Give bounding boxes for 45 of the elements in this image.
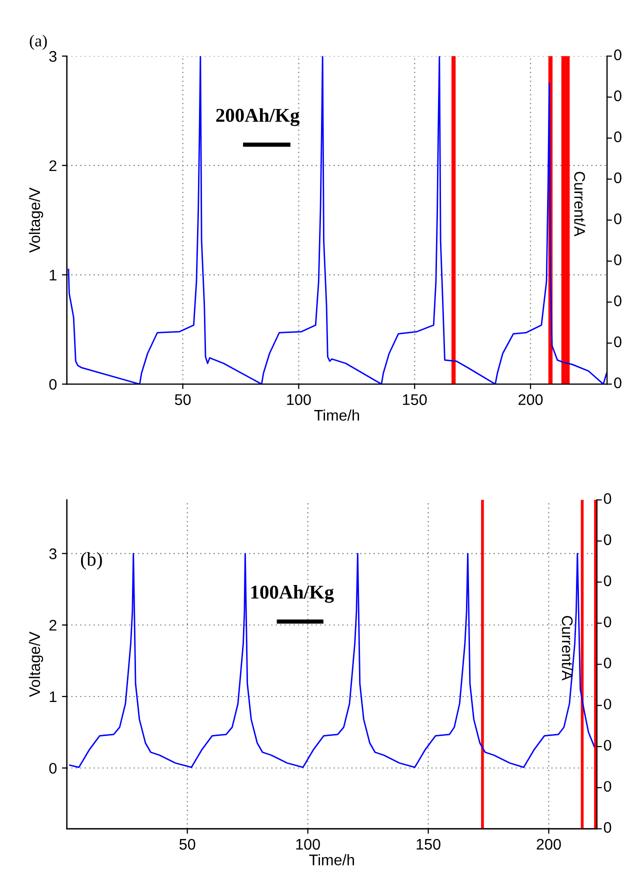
y2-axis-title: Current/A [574,172,586,236]
y-tick-label: 1 [50,692,56,702]
text: 0 [614,131,622,142]
y-tick-label: 1 [50,270,56,280]
y-tick-label: 2 [49,160,56,171]
text: 0 [614,49,622,60]
text: 0 [604,493,612,504]
x-tick-label: 200 [536,838,561,850]
x-tick-label: 100 [296,838,320,850]
text: 0 [604,740,612,751]
x-axis-title: Time/h [314,409,360,421]
line-series [69,552,595,768]
text: 0 [604,658,612,668]
x-tick-label: 150 [403,394,427,406]
y-tick-label: 0 [49,762,57,774]
text: 0 [604,822,612,833]
annotation: (b) [80,552,102,570]
text: 0 [614,336,622,348]
y-axis-title: Voltage/V [28,632,44,697]
x-tick-label: 50 [179,838,196,850]
x-tick-label: 200 [518,394,543,406]
text: 0 [614,254,622,266]
text: 0 [604,534,612,546]
x-tick-label: 150 [416,838,440,850]
chart-title: (a) [30,34,47,50]
annotation: 100Ah/Kg [251,585,334,603]
text: 0 [604,575,612,586]
x-axis-title: Time/h [309,854,354,866]
x-tick-label: 50 [174,394,191,406]
y2-axis-title: Current/A [562,616,574,681]
x-tick-label: 100 [287,394,311,406]
text: 0 [614,377,622,388]
y-tick-label: 3 [49,50,56,62]
text: 0 [614,213,622,224]
y-tick-label: 3 [49,548,56,560]
text: 0 [614,90,622,102]
text: 0 [604,616,612,628]
y-tick-label: 2 [49,620,56,631]
annotation: 200Ah/Kg [216,108,300,126]
text: 0 [614,172,622,184]
text: 0 [604,698,612,710]
y-axis-title: Voltage/V [28,187,44,253]
y-tick-label: 0 [49,378,57,390]
text: 0 [604,780,612,792]
text: 0 [614,295,622,306]
